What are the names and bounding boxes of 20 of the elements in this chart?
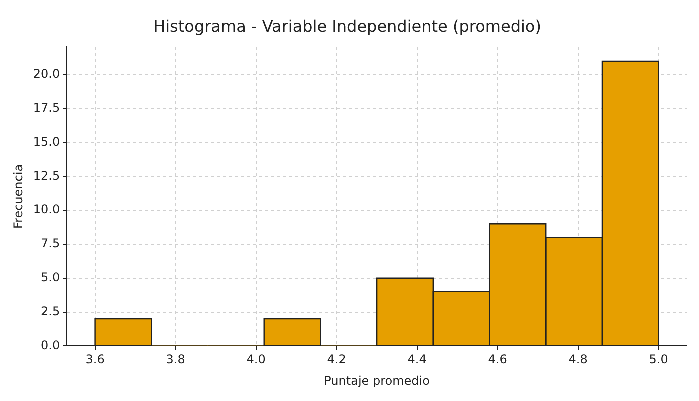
y-tick-label: 17.5	[33, 101, 60, 116]
y-tick-label: 2.5	[41, 304, 60, 318]
y-tick-label: 12.5	[33, 168, 60, 183]
y-tick-label: 0.0	[41, 338, 60, 352]
x-tick-label: 4.4	[408, 352, 427, 367]
x-axis-title: Puntaje promedio	[324, 374, 430, 388]
y-tick-label: 10.0	[33, 202, 60, 217]
x-tick-label: 4.0	[246, 352, 266, 367]
x-tick-label: 4.2	[327, 352, 346, 367]
y-tick-label: 20.0	[33, 67, 60, 82]
x-tick-label: 5.0	[649, 352, 668, 367]
y-axis-title: Frecuencia	[11, 164, 26, 229]
chart-title: Histograma - Variable Independiente (promedio)	[154, 16, 542, 36]
x-tick-label: 3.6	[86, 352, 105, 367]
y-tick-label: 15.0	[33, 134, 60, 149]
x-tick-label: 3.8	[166, 352, 186, 367]
x-tick-label: 4.8	[568, 352, 588, 367]
x-tick-label: 4.6	[488, 352, 508, 367]
y-tick-label: 7.5	[41, 236, 60, 251]
y-tick-label: 5.0	[41, 270, 60, 285]
